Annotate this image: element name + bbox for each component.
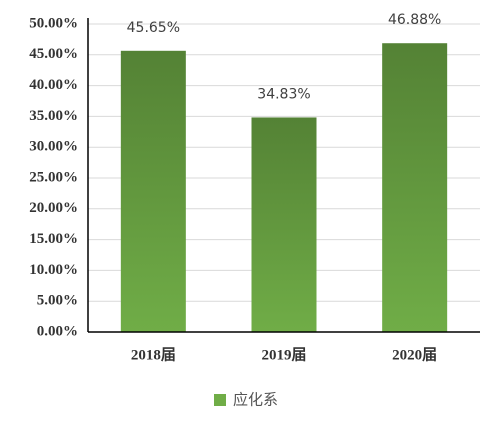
y-tick-label: 40.00% [29, 77, 78, 93]
y-tick-label: 5.00% [37, 293, 78, 309]
y-tick-label: 20.00% [29, 200, 78, 216]
y-tick-label: 15.00% [29, 231, 78, 247]
y-tick-label: 25.00% [29, 169, 78, 185]
value-label: 34.83% [257, 86, 310, 102]
y-tick-label: 10.00% [29, 262, 78, 278]
legend-swatch [214, 394, 226, 406]
y-tick-label: 30.00% [29, 139, 78, 155]
legend-label: 应化系 [233, 391, 278, 409]
value-label: 45.65% [127, 20, 180, 36]
y-tick-label: 50.00% [29, 15, 78, 31]
x-tick-label: 2020届 [392, 346, 437, 363]
bar [120, 50, 186, 333]
value-label: 46.88% [388, 12, 441, 28]
x-tick-label: 2018届 [131, 346, 176, 363]
y-tick-label: 35.00% [29, 108, 78, 124]
bar [251, 117, 317, 332]
y-tick-label: 0.00% [37, 323, 78, 339]
bar [382, 43, 448, 332]
y-tick-label: 45.00% [29, 46, 78, 62]
x-tick-label: 2019届 [261, 346, 306, 363]
